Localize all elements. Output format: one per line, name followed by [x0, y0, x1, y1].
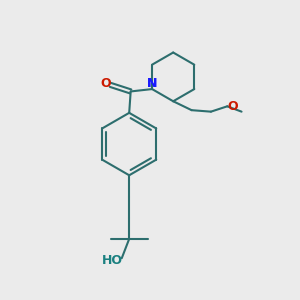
Text: N: N: [147, 77, 158, 90]
Text: O: O: [227, 100, 238, 113]
Text: N: N: [147, 77, 158, 90]
Text: HO: HO: [102, 254, 123, 267]
Text: O: O: [100, 77, 111, 90]
